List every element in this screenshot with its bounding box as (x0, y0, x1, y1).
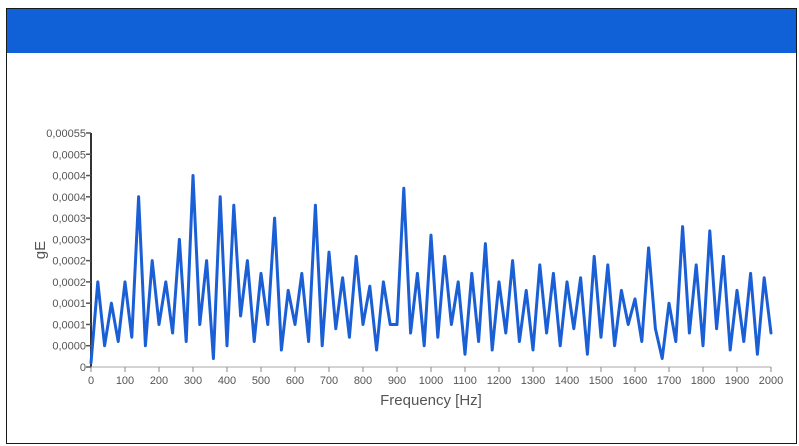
x-tick-label: 1000 (419, 375, 443, 387)
x-tick-label: 200 (150, 375, 168, 387)
x-tick-label: 400 (218, 375, 236, 387)
x-tick-label: 1700 (657, 375, 681, 387)
x-tick-label: 2000 (759, 375, 783, 387)
y-tick-label: 0,0003 (52, 234, 86, 246)
x-tick-label: 1500 (589, 375, 613, 387)
y-tick-label: 0,0004 (52, 171, 86, 183)
x-tick-label: 1800 (691, 375, 715, 387)
y-tick-label: 0,0005 (52, 149, 86, 161)
chart-frame: 0 100 200 300 400 500 600 700 800 900 1000 1100 1200… (6, 8, 797, 444)
chart-svg: 0 100 200 300 400 500 600 700 800 900 1000 1100 1200… (32, 128, 783, 409)
x-tick-label: 0 (88, 375, 94, 387)
x-tick-label: 100 (116, 375, 134, 387)
x-tick-label: 600 (286, 375, 304, 387)
x-tick-label: 800 (354, 375, 372, 387)
y-tick-label: 0,0004 (52, 192, 86, 204)
x-tick-label: 1400 (555, 375, 579, 387)
x-tick-label: 500 (252, 375, 270, 387)
y-tick-label: 0,00055 (46, 128, 86, 140)
x-tick-label: 1900 (725, 375, 749, 387)
header-bar (7, 9, 796, 53)
x-tick-label: 1600 (623, 375, 647, 387)
y-tick-label: 0 (80, 362, 86, 374)
y-tick-label: 0,0001 (52, 298, 86, 310)
y-tick-label: 0,0002 (52, 277, 86, 289)
series-line-0 (89, 174, 773, 365)
y-axis-title: gE (32, 241, 49, 259)
x-axis-title: Frequency [Hz] (380, 392, 482, 409)
y-tick-label: 0,0001 (52, 319, 86, 331)
x-tick-label: 1200 (487, 375, 511, 387)
x-tick-label: 900 (388, 375, 406, 387)
x-tick-label: 700 (320, 375, 338, 387)
x-tick-label: 1100 (453, 375, 477, 387)
y-tick-label: 0,0003 (52, 213, 86, 225)
x-tick-label: 300 (184, 375, 202, 387)
x-tick-label: 1300 (521, 375, 545, 387)
y-tick-label: 0,0002 (52, 256, 86, 268)
y-tick-label: 0,0000 (52, 341, 86, 353)
